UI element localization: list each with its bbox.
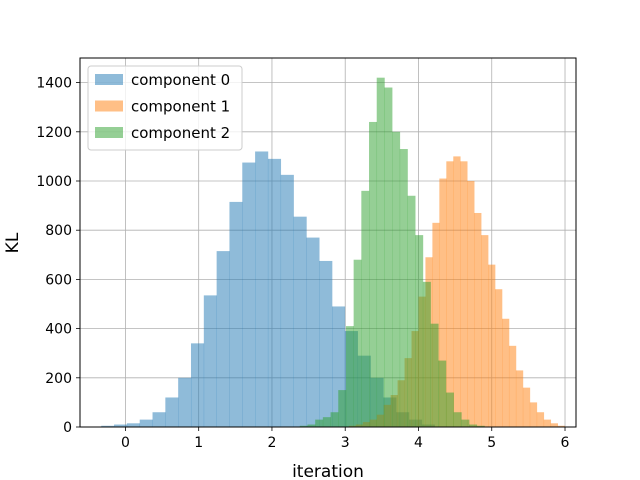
histogram-bar: [481, 235, 489, 427]
y-tick-label: 800: [45, 223, 72, 239]
legend: component 0 component 1 component 2: [87, 65, 243, 151]
histogram-bar: [126, 423, 141, 427]
y-axis-label: KL: [3, 232, 23, 253]
histogram-bar: [293, 216, 307, 427]
histogram-bar: [415, 235, 424, 427]
histogram-bar: [306, 237, 320, 427]
legend-box: [87, 65, 243, 151]
x-tick-label: 0: [121, 435, 130, 451]
histogram-bar: [407, 195, 416, 427]
histogram-bar: [229, 201, 243, 427]
histogram-bar: [345, 326, 354, 427]
histogram-bar: [114, 424, 128, 427]
legend-label: component 1: [131, 98, 230, 116]
legend-swatch: [95, 100, 123, 112]
histogram-bar: [152, 412, 166, 427]
y-tick-label: 1400: [36, 76, 72, 92]
plot-frame: [79, 57, 577, 428]
histogram-bar: [255, 151, 269, 428]
histogram-bar: [469, 424, 478, 427]
histogram-bar: [495, 289, 503, 427]
histogram-bar: [353, 259, 362, 427]
histogram-bar: [319, 260, 333, 427]
histogram-bar: [508, 345, 517, 427]
histogram-bar: [216, 251, 230, 427]
legend-label: component 2: [131, 124, 230, 142]
histogram-bar: [536, 412, 545, 427]
series-2-bars: [299, 77, 485, 428]
series-0-bars: [101, 151, 435, 428]
histogram-bar: [522, 387, 531, 427]
histogram-bar: [315, 419, 324, 427]
x-tick-label: 2: [267, 435, 276, 451]
histogram-bar: [338, 390, 347, 427]
legend-label: component 0: [131, 71, 230, 89]
histogram-bar: [139, 419, 153, 427]
histogram-bar: [376, 77, 385, 428]
histogram-bar: [330, 412, 339, 427]
histogram-bar: [543, 419, 552, 427]
histogram-bar: [280, 174, 294, 427]
histogram-bar: [515, 370, 524, 427]
y-tick-label: 1200: [36, 125, 72, 141]
histogram-bar: [476, 425, 485, 427]
x-tick-label: 4: [414, 435, 423, 451]
histogram-bar: [178, 377, 192, 427]
x-tick-label: 3: [341, 435, 350, 451]
histogram-bar: [502, 318, 510, 427]
histogram-bar: [461, 419, 470, 427]
histogram-bar: [453, 156, 461, 427]
histogram-bar: [557, 425, 565, 427]
histogram-bar: [267, 158, 282, 428]
histogram-bar: [299, 425, 308, 427]
histogram-bar: [322, 417, 331, 427]
histogram-bars: [101, 77, 565, 428]
histogram-bar: [474, 212, 482, 427]
histogram-bar: [438, 360, 447, 427]
x-tick-label: 1: [194, 435, 203, 451]
legend-swatch: [95, 127, 123, 138]
histogram-bar: [399, 149, 408, 427]
histogram-bar: [392, 131, 401, 428]
histogram-bar: [165, 397, 179, 427]
histogram-bar: [190, 343, 205, 427]
histogram-bar: [550, 423, 558, 427]
y-tick-label: 600: [45, 272, 72, 288]
x-axis-label: iteration: [292, 462, 364, 480]
y-tick-label: 200: [45, 371, 72, 387]
histogram-bar: [445, 392, 454, 427]
histogram-bar: [430, 323, 439, 427]
histogram-bar: [369, 121, 378, 428]
histogram-bar: [307, 424, 316, 427]
histogram-bar: [242, 162, 256, 428]
y-tick-label: 1000: [36, 174, 72, 190]
histogram-bar: [467, 181, 475, 427]
histogram-bar: [101, 425, 115, 427]
histogram-bar: [460, 161, 468, 427]
x-tick-label: 5: [487, 435, 496, 451]
histogram-bar: [384, 87, 393, 428]
x-tick-label: 6: [561, 435, 570, 451]
y-tick-label: 400: [45, 322, 72, 338]
y-tick-label: 0: [63, 420, 72, 436]
histogram-bar: [529, 402, 538, 427]
histogram-bar: [453, 412, 462, 427]
histogram-bar: [361, 190, 370, 427]
legend-swatch: [95, 74, 123, 85]
histogram-bar: [439, 178, 447, 427]
histogram-bar: [203, 295, 217, 427]
histogram-bar: [488, 264, 496, 427]
histogram-bar: [422, 281, 431, 427]
axis-ticks: 0 1 2 3 4 5 6 0 200 400 600 800 1000 1200 1400: [36, 76, 569, 451]
histogram-bar: [446, 161, 454, 427]
